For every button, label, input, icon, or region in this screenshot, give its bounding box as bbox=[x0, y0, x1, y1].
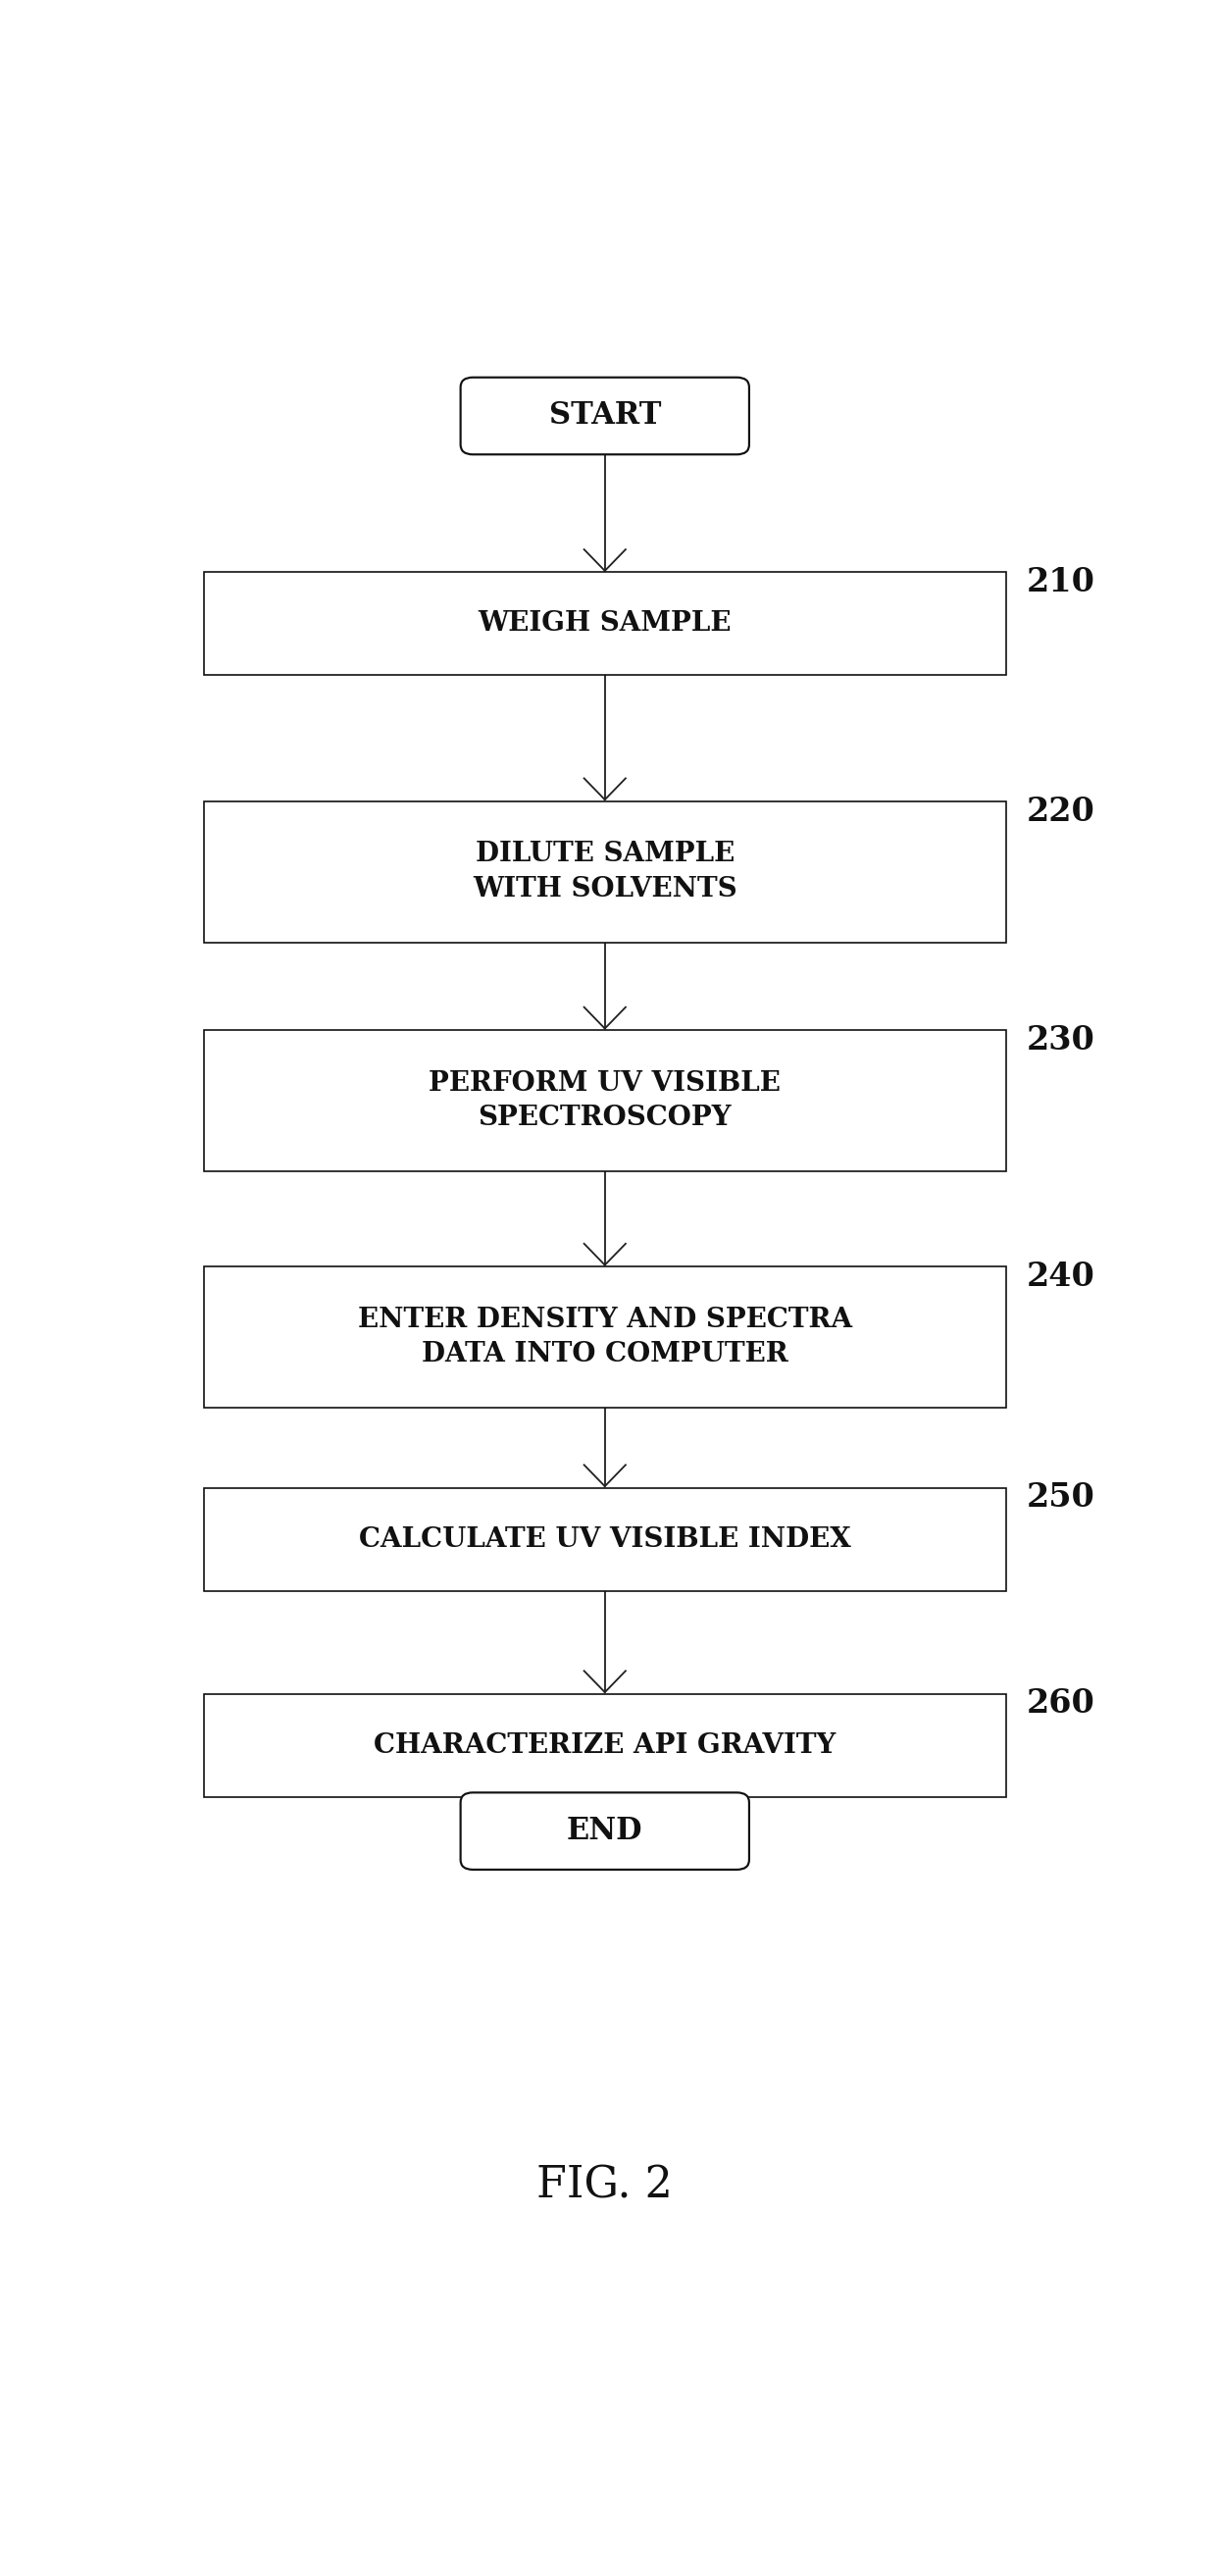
Text: CALCULATE UV VISIBLE INDEX: CALCULATE UV VISIBLE INDEX bbox=[359, 1525, 851, 1553]
Bar bbox=[204, 572, 1005, 675]
Text: 210: 210 bbox=[1026, 567, 1095, 598]
Text: PERFORM UV VISIBLE
SPECTROSCOPY: PERFORM UV VISIBLE SPECTROSCOPY bbox=[428, 1069, 781, 1131]
FancyBboxPatch shape bbox=[460, 379, 750, 453]
Text: CHARACTERIZE API GRAVITY: CHARACTERIZE API GRAVITY bbox=[374, 1731, 836, 1759]
Text: FIG. 2: FIG. 2 bbox=[537, 2164, 673, 2208]
Text: START: START bbox=[549, 402, 661, 430]
Bar bbox=[204, 1267, 1005, 1406]
Text: 230: 230 bbox=[1026, 1023, 1095, 1056]
Text: 220: 220 bbox=[1026, 796, 1095, 827]
Bar bbox=[204, 1695, 1005, 1798]
Text: 260: 260 bbox=[1026, 1687, 1095, 1721]
Text: END: END bbox=[567, 1816, 643, 1847]
Text: 250: 250 bbox=[1026, 1481, 1095, 1515]
Text: WEIGH SAMPLE: WEIGH SAMPLE bbox=[478, 611, 731, 636]
Text: 240: 240 bbox=[1026, 1260, 1095, 1293]
FancyBboxPatch shape bbox=[460, 1793, 750, 1870]
Bar bbox=[204, 801, 1005, 943]
Bar bbox=[204, 1489, 1005, 1592]
Text: DILUTE SAMPLE
WITH SOLVENTS: DILUTE SAMPLE WITH SOLVENTS bbox=[472, 842, 738, 902]
Text: ENTER DENSITY AND SPECTRA
DATA INTO COMPUTER: ENTER DENSITY AND SPECTRA DATA INTO COMP… bbox=[358, 1306, 852, 1368]
Bar bbox=[204, 1030, 1005, 1172]
